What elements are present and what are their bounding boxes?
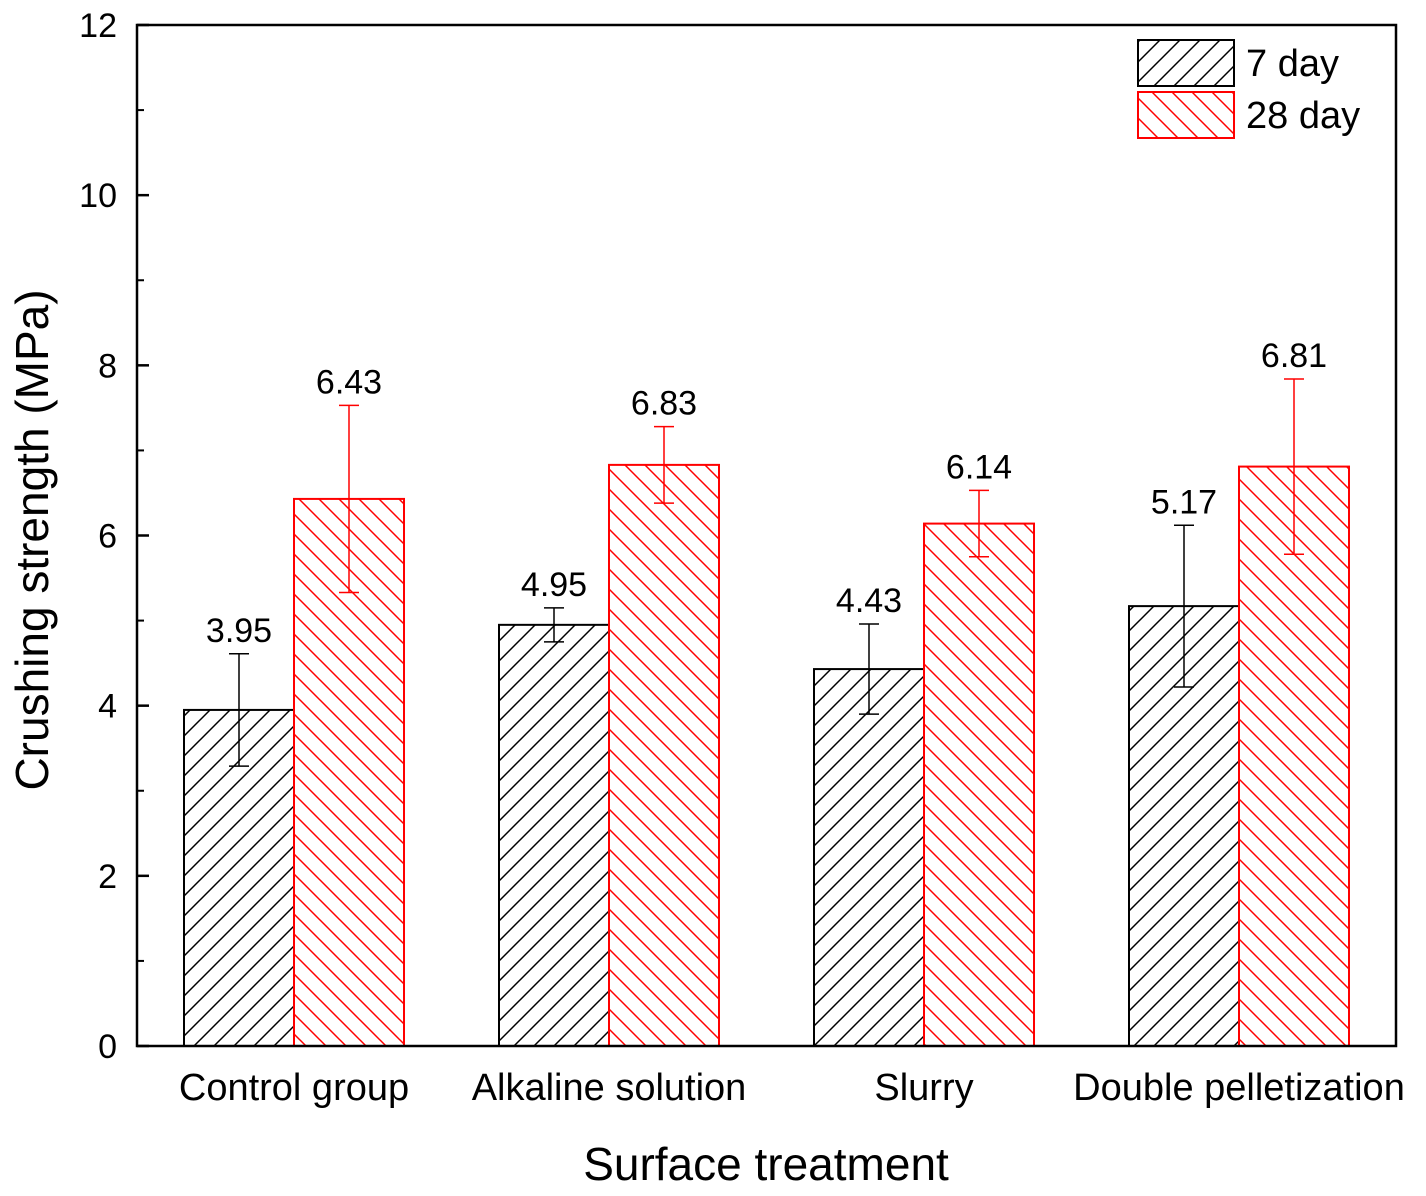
error-bar-7-day-alkaline-solution — [544, 607, 564, 643]
data-label-28-day-alkaline-solution: 6.83 — [631, 385, 697, 423]
legend-label: 7 day — [1246, 43, 1339, 85]
bar-group — [183, 463, 1350, 1048]
legend-label: 28 day — [1246, 95, 1360, 137]
x-axis: Control group Alkaline solution Slurry Doub… — [179, 1067, 1405, 1109]
data-label-28-day-control-group: 6.43 — [316, 363, 382, 401]
x-tick-label: Control group — [179, 1067, 409, 1109]
error-bar-28-day-double-pelletization — [1284, 378, 1304, 555]
error-bar-28-day-slurry — [969, 489, 989, 558]
legend-item-7-day: 7 day — [1137, 39, 1339, 87]
y-tick-label: 10 — [79, 177, 117, 215]
x-tick-label: Alkaline solution — [472, 1067, 747, 1109]
x-tick-label: Slurry — [874, 1067, 973, 1109]
bar-7-day-alkaline-solution — [498, 623, 610, 1048]
error-bar-7-day-slurry — [859, 623, 879, 715]
y-tick-label: 8 — [98, 347, 117, 385]
data-label-group: 3.95 6.43 4.95 6.83 4.43 6.14 5.17 6.81 — [206, 337, 1327, 650]
x-tick-label: Double pelletization — [1073, 1067, 1405, 1109]
y-tick-label: 12 — [79, 7, 117, 45]
error-bar-7-day-double-pelletization — [1174, 524, 1194, 688]
legend-swatch — [1137, 91, 1235, 139]
error-bar-28-day-control-group — [339, 404, 359, 594]
data-label-28-day-slurry: 6.14 — [946, 448, 1012, 486]
bar-7-day-slurry — [813, 668, 925, 1047]
bar-28-day-double-pelletization — [1238, 465, 1350, 1047]
error-bar-group — [229, 378, 1304, 767]
y-axis: 0 2 4 6 8 10 12 — [79, 7, 149, 1066]
data-label-7-day-double-pelletization: 5.17 — [1151, 483, 1217, 521]
data-label-7-day-alkaline-solution: 4.95 — [521, 566, 587, 604]
bar-28-day-alkaline-solution — [608, 463, 720, 1047]
y-axis-title: Crushing strength (MPa) — [6, 289, 58, 790]
error-bar-7-day-control-group — [229, 653, 249, 767]
bar-28-day-slurry — [923, 522, 1035, 1047]
y-tick-label: 6 — [98, 518, 117, 556]
y-tick-label: 0 — [98, 1028, 117, 1066]
legend-swatch — [1137, 39, 1235, 87]
y-tick-label: 4 — [98, 688, 117, 726]
error-bar-28-day-alkaline-solution — [654, 425, 674, 504]
data-label-7-day-slurry: 4.43 — [836, 582, 902, 620]
data-label-28-day-double-pelletization: 6.81 — [1261, 337, 1327, 375]
legend: 7 day 28 day — [1137, 39, 1360, 139]
y-tick-label: 2 — [98, 858, 117, 896]
x-axis-title: Surface treatment — [583, 1138, 949, 1190]
data-label-7-day-control-group: 3.95 — [206, 612, 272, 650]
legend-item-28-day: 28 day — [1137, 91, 1360, 139]
